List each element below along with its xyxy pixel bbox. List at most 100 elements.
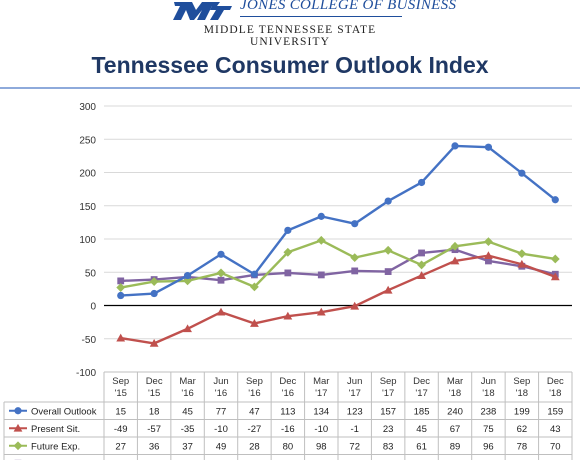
data-point [217, 276, 225, 284]
y-tick-label: 300 [79, 102, 96, 113]
data-point [450, 256, 460, 265]
data-point [284, 269, 292, 277]
table-value: 49 [216, 441, 227, 452]
x-tick-label: Dec '16 [279, 376, 296, 399]
y-tick-label: 50 [85, 268, 97, 279]
legend-label: Overall Outlook [31, 406, 97, 417]
x-tick-label: Jun '18 [481, 376, 496, 399]
y-tick-label: -100 [76, 368, 96, 379]
table-value: 79 [416, 459, 427, 460]
data-point [484, 237, 493, 247]
data-point [283, 247, 293, 257]
data-point [350, 301, 360, 310]
x-tick-label: Sep '16 [246, 376, 263, 399]
table-value: 45 [416, 424, 427, 435]
table-value: 46 [249, 459, 260, 460]
table-value: 15 [115, 406, 126, 417]
table-value: 84 [450, 459, 461, 460]
data-point [116, 283, 126, 292]
data-point [484, 251, 493, 260]
data-point [417, 178, 426, 187]
table-value: -49 [114, 424, 128, 435]
y-tick-label: 200 [79, 169, 96, 180]
table-value: 18 [149, 406, 160, 417]
data-point [183, 276, 192, 286]
data-point [450, 241, 460, 251]
data-point [250, 319, 259, 327]
data-point [149, 339, 159, 347]
college-name: JONES COLLEGE OF BUSINESS [240, 0, 457, 13]
line-chart: -100 -50 0 50 100 150 200 250 300 Sep '15 Dec '15 Mar… [3, 102, 573, 460]
x-tick-label: Sep '15 [112, 376, 129, 399]
data-point [550, 272, 560, 281]
series-line [120, 144, 557, 297]
legend-label: Present Sit. [31, 424, 80, 435]
data-point [550, 254, 560, 264]
table-value: -1 [350, 424, 358, 435]
table-value: 62 [517, 424, 528, 435]
y-tick-label: 100 [79, 235, 96, 246]
table-value: -10 [214, 424, 228, 435]
table-value: 61 [416, 441, 427, 452]
table-value: 37 [182, 441, 193, 452]
table-value: 28 [249, 441, 260, 452]
table-value: 89 [450, 441, 461, 452]
x-tick-label: Jun '17 [347, 376, 362, 399]
data-point [417, 271, 426, 279]
table-value: 67 [450, 424, 461, 435]
data-point [183, 324, 192, 333]
table-value: 43 [182, 459, 193, 460]
series-future-exp [116, 235, 560, 292]
table-value: 113 [280, 406, 295, 417]
table-value: 80 [283, 441, 294, 452]
table-value: 240 [447, 406, 463, 417]
table-value: 77 [216, 406, 227, 417]
table-value: 59 [517, 459, 528, 460]
series-overall-outlook [117, 142, 559, 300]
mt-logo-icon [173, 2, 232, 20]
data-point [384, 197, 392, 205]
table-value: 238 [480, 406, 496, 417]
y-tick-label: 250 [79, 135, 96, 146]
table-value: 159 [547, 406, 563, 417]
table-value: 49 [283, 459, 294, 460]
data-point [117, 291, 125, 300]
data-point [317, 271, 325, 279]
data-point [517, 249, 527, 259]
data-point [316, 235, 326, 245]
table-value: 67 [483, 459, 494, 460]
series-present-sit [116, 251, 560, 347]
data-point [117, 277, 125, 285]
table-value: 78 [517, 441, 528, 452]
table-value: 70 [550, 441, 561, 452]
legend-key-marker [13, 441, 23, 451]
legend-label: Future Exp. [31, 441, 80, 452]
x-tick-label: Mar '18 [447, 376, 463, 399]
table-value: 75 [483, 424, 494, 435]
table-value: 185 [414, 406, 430, 417]
title-divider [0, 87, 580, 89]
data-point [383, 285, 393, 294]
data-point [116, 333, 126, 342]
data-point [216, 307, 226, 316]
table-value: -10 [314, 424, 328, 435]
table-value: -27 [248, 424, 262, 435]
x-tick-label: Mar '17 [313, 376, 329, 399]
data-point [150, 289, 158, 298]
x-tick-label: Dec '15 [146, 376, 163, 399]
table-value: 199 [514, 406, 530, 417]
table-value: -57 [147, 424, 161, 435]
legend-key-marker [14, 407, 22, 415]
x-tick-label: Dec '17 [413, 376, 430, 399]
y-tick-label: 0 [90, 302, 96, 313]
data-point [517, 259, 527, 268]
table-value: 96 [483, 441, 494, 452]
table-value: 38 [216, 459, 227, 460]
series-line [120, 239, 556, 289]
data-point [383, 245, 393, 255]
table-value: -16 [281, 424, 295, 435]
x-tick-label: Mar '16 [179, 376, 195, 399]
table-value: 36 [149, 441, 160, 452]
x-tick-label: Sep '18 [513, 376, 530, 399]
table-value: 52 [349, 459, 360, 460]
